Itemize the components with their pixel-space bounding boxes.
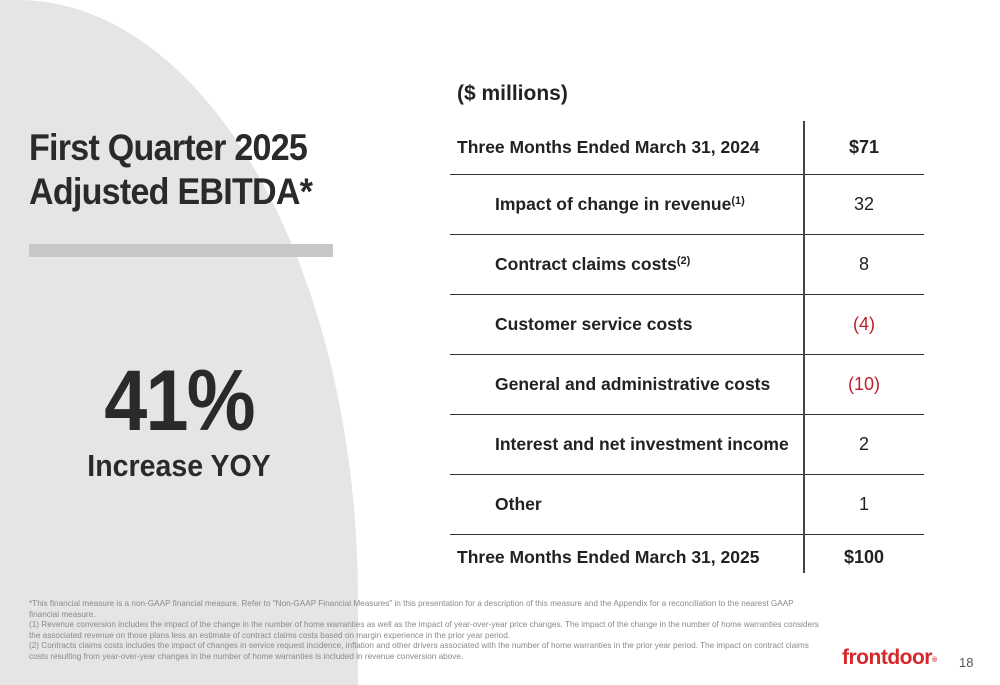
row-label: Impact of change in revenue(1): [495, 194, 745, 214]
left-panel: [0, 0, 358, 685]
slide-title: First Quarter 2025 Adjusted EBITDA*: [29, 126, 323, 214]
table-row-start: Three Months Ended March 31, 2024 $71: [450, 121, 924, 175]
footnote-ref: (1): [731, 195, 745, 207]
column-divider: [803, 121, 805, 573]
footnote-2: (2) Contracts claims costs includes the …: [29, 641, 809, 661]
row-label: Customer service costs: [495, 314, 693, 334]
row-value: 2: [858, 434, 869, 454]
title-line-1: First Quarter 2025: [29, 127, 308, 168]
row-label: Contract claims costs(2): [495, 254, 691, 274]
row-label: Three Months Ended March 31, 2024: [457, 137, 760, 157]
title-line-2: Adjusted EBITDA*: [29, 171, 313, 212]
row-label: Three Months Ended March 31, 2025: [457, 546, 760, 567]
row-value: $100: [843, 546, 885, 567]
row-value: 32: [853, 194, 875, 214]
table-row-end: Three Months Ended March 31, 2025 $100: [450, 535, 924, 579]
headline-percentage: 41%: [104, 353, 255, 449]
table-row: Customer service costs (4): [450, 295, 924, 355]
table-row: Interest and net investment income 2: [450, 415, 924, 475]
footnote-1: (1) Revenue conversion includes the impa…: [29, 620, 819, 640]
row-label: Other: [495, 494, 542, 514]
frontdoor-logo: frontdoor®: [842, 646, 937, 669]
row-value: 8: [858, 254, 869, 274]
row-label: Interest and net investment income: [495, 434, 789, 454]
page-number: 18: [959, 655, 974, 670]
row-value: $71: [848, 137, 880, 157]
title-underline-bar: [29, 244, 333, 257]
table-row: Contract claims costs(2) 8: [450, 235, 924, 295]
table-row: Impact of change in revenue(1) 32: [450, 175, 924, 235]
footnotes: *This financial measure is a non-GAAP fi…: [29, 599, 819, 663]
row-value: (4): [853, 314, 875, 334]
row-value: 1: [858, 494, 869, 514]
footnote-star: *This financial measure is a non-GAAP fi…: [29, 599, 794, 619]
table-row: Other 1: [450, 475, 924, 535]
table-row: General and administrative costs (10): [450, 355, 924, 415]
headline-caption: Increase YOY: [87, 448, 271, 483]
row-value: (10): [847, 374, 880, 394]
units-label: ($ millions): [457, 82, 568, 105]
row-label: General and administrative costs: [495, 374, 771, 394]
ebitda-bridge-table: Three Months Ended March 31, 2024 $71 Im…: [450, 121, 924, 579]
footnote-ref: (2): [676, 255, 691, 267]
